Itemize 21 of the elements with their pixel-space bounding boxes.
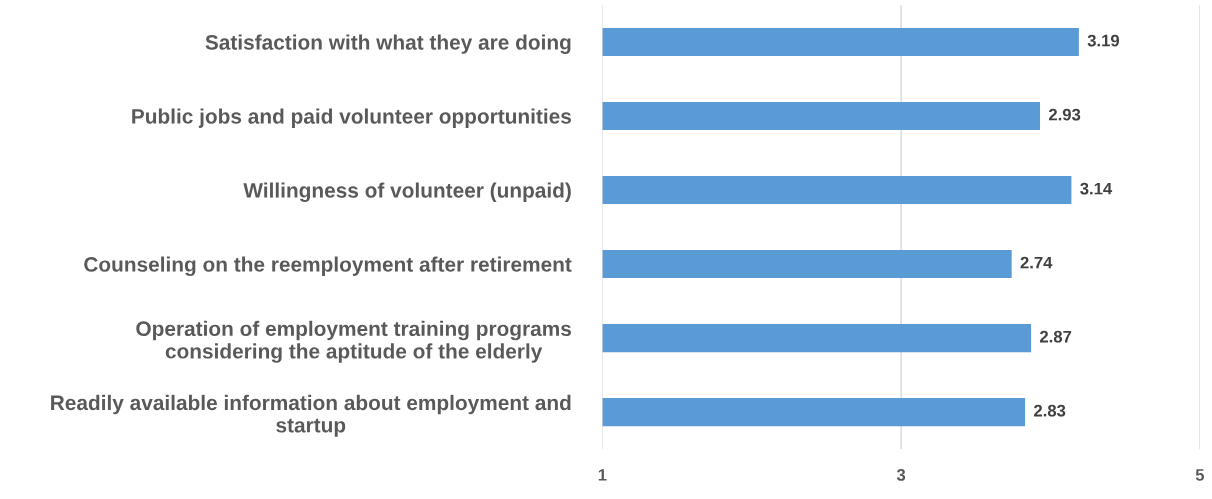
data-label: 3.19 bbox=[1087, 34, 1120, 47]
y-tick-label: Public jobs and paid volunteer opportunities bbox=[132, 108, 571, 128]
data-label: 2.93 bbox=[1048, 108, 1081, 121]
data-label: 3.14 bbox=[1080, 182, 1113, 195]
x-tick-label: 1 bbox=[598, 469, 607, 481]
y-tick-label: Counseling on the reemployment after retirement bbox=[84, 256, 572, 277]
data-label: 2.87 bbox=[1039, 330, 1072, 343]
bar bbox=[602, 324, 1032, 353]
bar bbox=[602, 27, 1079, 57]
x-tick-label: 5 bbox=[1195, 469, 1205, 481]
x-tick-label: 3 bbox=[896, 468, 906, 481]
data-label: 2.83 bbox=[1034, 404, 1066, 417]
data-label: 2.74 bbox=[1020, 256, 1053, 269]
bar bbox=[602, 175, 1072, 205]
y-tick-label: Satisfaction with what they are doing bbox=[205, 34, 571, 54]
bar bbox=[602, 101, 1041, 131]
y-tick-label: Operation of employment training programs considering the aptitude of the elderly bbox=[136, 320, 571, 363]
bar bbox=[602, 249, 1012, 279]
y-tick-label: Willingness of volunteer (unpaid) bbox=[243, 182, 571, 202]
y-tick-label: Readily available information about employment and startup bbox=[51, 394, 571, 437]
bar bbox=[602, 398, 1026, 427]
